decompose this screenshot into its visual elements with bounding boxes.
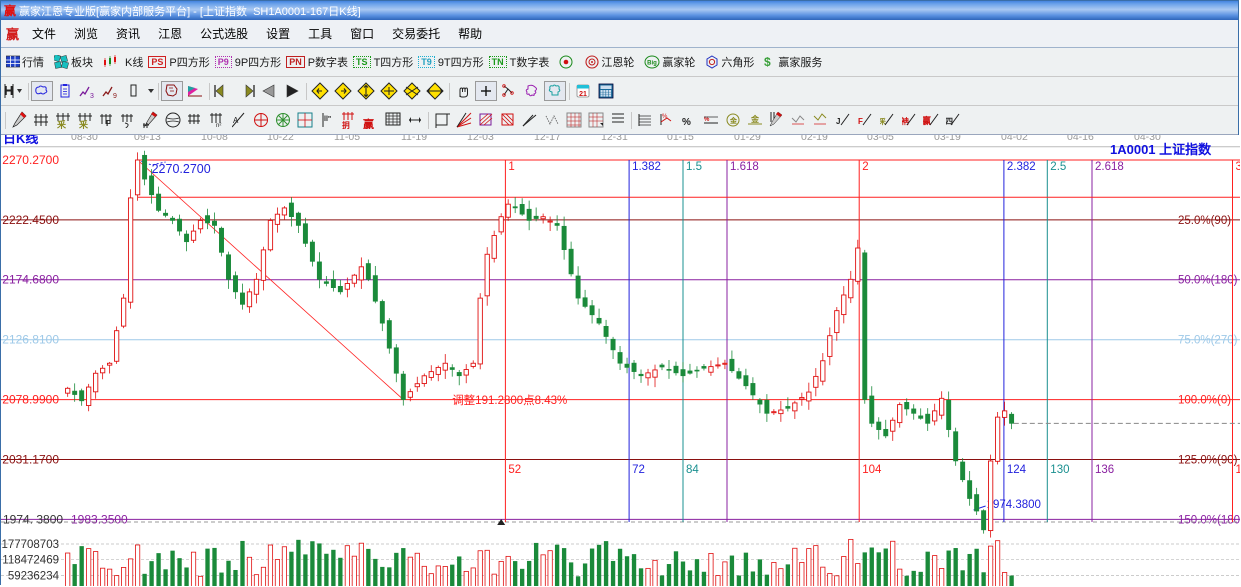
svg-text:104: 104 — [862, 464, 882, 476]
svg-text:Big: Big — [648, 61, 658, 67]
svg-text:59236234: 59236234 — [8, 570, 60, 582]
svg-text:75.0%(270): 75.0%(270) — [1178, 335, 1238, 347]
svg-text:日K线: 日K线 — [3, 135, 38, 146]
svg-text:10-08: 10-08 — [201, 135, 228, 143]
svg-text:72: 72 — [632, 464, 645, 476]
svg-text:08-30: 08-30 — [71, 135, 98, 143]
svg-text:1.618: 1.618 — [730, 161, 759, 173]
svg-text:25.0%(90): 25.0%(90) — [1178, 215, 1231, 227]
svg-text:124: 124 — [1007, 464, 1027, 476]
svg-text:2031.1700: 2031.1700 — [2, 453, 59, 467]
svg-text:03-05: 03-05 — [867, 135, 894, 143]
svg-text:釆: 釆 — [880, 117, 887, 126]
svg-text:11-19: 11-19 — [401, 135, 427, 143]
svg-text:150.0%(180): 150.0%(180) — [1178, 514, 1240, 526]
svg-text:04-16: 04-16 — [1067, 135, 1094, 143]
svg-text:2.618: 2.618 — [1095, 161, 1124, 173]
svg-text:125.0%(90): 125.0%(90) — [1178, 455, 1238, 467]
svg-text:2126.8100: 2126.8100 — [2, 333, 59, 347]
svg-text:赢: 赢 — [363, 117, 374, 129]
svg-text:1A0001 上证指数: 1A0001 上证指数 — [1110, 142, 1212, 157]
svg-text:2222.4500: 2222.4500 — [2, 213, 59, 227]
svg-text:2270.2700: 2270.2700 — [2, 153, 59, 167]
svg-text:04-02: 04-02 — [1001, 135, 1028, 143]
svg-text:$: $ — [764, 55, 771, 69]
svg-text:10-22: 10-22 — [267, 135, 294, 143]
svg-text:%: % — [662, 114, 668, 120]
svg-text:3: 3 — [90, 93, 94, 99]
svg-text:100.0%(0): 100.0%(0) — [1178, 395, 1231, 407]
svg-text:%: % — [682, 117, 691, 127]
svg-text:12-31: 12-31 — [601, 135, 628, 143]
svg-text:%: % — [704, 117, 710, 123]
svg-text:1.382: 1.382 — [632, 161, 661, 173]
svg-text:金: 金 — [750, 114, 760, 124]
svg-text:02-19: 02-19 — [801, 135, 828, 143]
svg-text:四: 四 — [946, 117, 953, 126]
svg-text:n²: n² — [216, 123, 221, 128]
svg-text:赢: 赢 — [923, 115, 931, 126]
svg-text:釆: 釆 — [56, 119, 66, 129]
svg-text:2078.9900: 2078.9900 — [2, 393, 59, 407]
svg-text:调整191.2800点8.43%: 调整191.2800点8.43% — [452, 393, 567, 407]
svg-text:177708703: 177708703 — [1, 539, 59, 551]
svg-text:1: 1 — [508, 161, 514, 173]
svg-text:136: 136 — [1095, 464, 1114, 476]
svg-text:F: F — [858, 117, 863, 126]
svg-text:52: 52 — [508, 464, 521, 476]
svg-text:118472469: 118472469 — [2, 555, 59, 567]
svg-text:21: 21 — [579, 91, 587, 98]
svg-text:11-05: 11-05 — [334, 135, 360, 143]
svg-text:84: 84 — [686, 464, 699, 476]
svg-text:1974. 3800: 1974. 3800 — [3, 512, 63, 526]
svg-text:09-13: 09-13 — [134, 135, 161, 143]
svg-text:2.5: 2.5 — [1050, 161, 1066, 173]
svg-text:03-19: 03-19 — [934, 135, 961, 143]
svg-text:2174.6800: 2174.6800 — [2, 273, 59, 287]
svg-text:01-15: 01-15 — [667, 135, 694, 143]
svg-text:抈: 抈 — [342, 120, 350, 129]
svg-text:F: F — [106, 119, 111, 128]
svg-text:01-29: 01-29 — [734, 135, 761, 143]
svg-text:12-17: 12-17 — [534, 135, 561, 143]
svg-text:50.0%(180): 50.0%(180) — [1178, 275, 1238, 287]
svg-text:2270.2700: 2270.2700 — [152, 162, 211, 176]
svg-text:1974.3800: 1974.3800 — [987, 499, 1041, 511]
svg-text:ll": ll" — [324, 116, 331, 123]
svg-text:3: 3 — [1236, 161, 1241, 173]
svg-text:2.382: 2.382 — [1007, 161, 1036, 173]
svg-text:12-03: 12-03 — [467, 135, 494, 143]
svg-text:金: 金 — [729, 116, 738, 125]
svg-text:9: 9 — [113, 93, 117, 99]
svg-text:130: 130 — [1050, 464, 1069, 476]
svg-text:釆: 釆 — [78, 119, 88, 129]
svg-text:1.5: 1.5 — [686, 161, 702, 173]
svg-text:1983.3500: 1983.3500 — [71, 512, 128, 526]
svg-text:A: A — [233, 116, 239, 125]
svg-text:150: 150 — [1236, 464, 1241, 476]
svg-text:2: 2 — [862, 161, 868, 173]
svg-text:J: J — [836, 117, 840, 126]
